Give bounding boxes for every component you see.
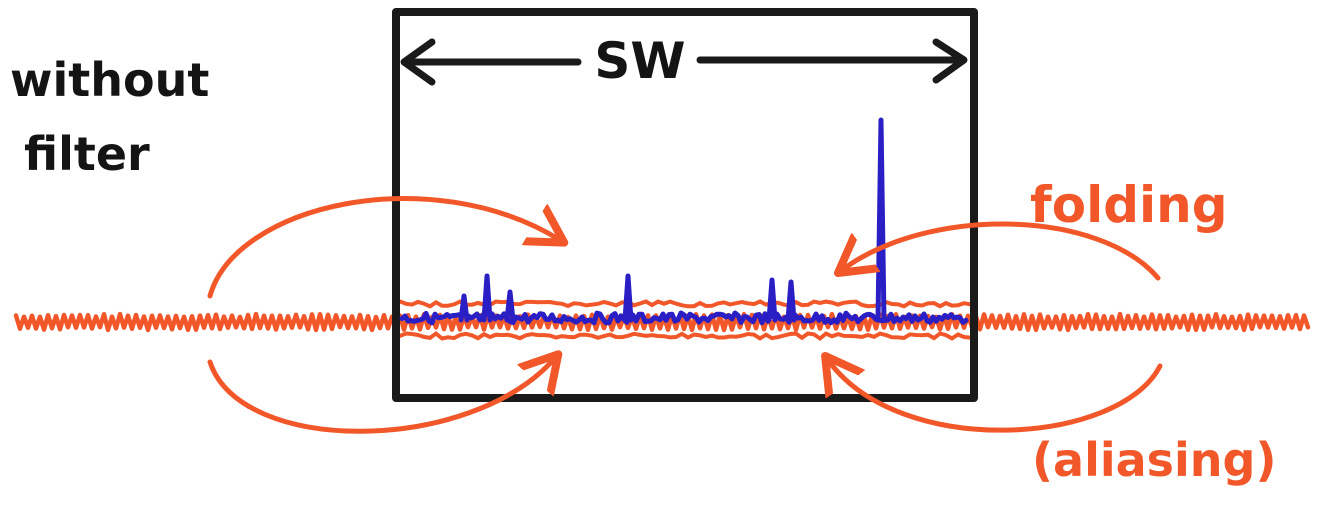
without-label: without (10, 53, 209, 107)
filter-label: filter (24, 127, 150, 181)
spectrum-peak-5 (766, 277, 778, 323)
spectrum-peak-1 (458, 293, 470, 323)
folding-arrows (207, 196, 1163, 434)
spectrum-peak-7 (875, 117, 887, 323)
noise-inner-top-line (398, 299, 972, 309)
folding-arrow-top-left (207, 196, 560, 299)
spectrum-peak-2 (481, 273, 493, 323)
noise-line (13, 311, 1311, 333)
folding-arrow-bottom-left (207, 358, 555, 434)
noise-inner-bottom-line (398, 330, 972, 341)
sw-label: SW (594, 32, 685, 90)
spectrum-peak-4 (622, 273, 634, 323)
aliasing-label: (aliasing) (1032, 433, 1277, 487)
arrow-left-icon (400, 38, 436, 86)
spectral-window-box (392, 8, 978, 402)
spectrum-peak-3 (504, 289, 516, 323)
folding-arrow-top-right (842, 221, 1161, 281)
spectrum-peak-6 (785, 279, 797, 323)
folding-label: folding (1030, 176, 1228, 234)
folding-arrow-bottom-right (828, 360, 1163, 433)
noise-band (13, 299, 1311, 341)
spectrum-baseline (399, 310, 969, 326)
spectrum (399, 117, 969, 326)
arrow-right-icon (932, 38, 968, 84)
sw-arrow: SW (400, 32, 968, 90)
